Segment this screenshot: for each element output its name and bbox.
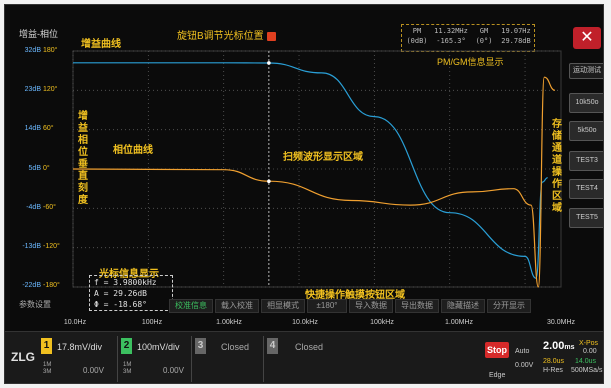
x-pos-label: X-Pos: [579, 340, 599, 347]
calib-info-button[interactable]: 校准信息: [169, 299, 213, 313]
y-tick-deg: -180°: [43, 282, 60, 290]
knob-b-icon: [266, 31, 276, 41]
y-tick-deg: 0°: [43, 164, 50, 172]
sample-rate: 500MSa/s: [571, 367, 603, 374]
y-tick-deg: 180°: [43, 47, 58, 54]
divider: [117, 336, 118, 382]
timebase-number: 2.00: [543, 340, 565, 352]
gm-unit: (0°): [475, 37, 493, 45]
mode-title: 增益-相位: [19, 29, 58, 39]
channel-3-badge[interactable]: 3: [195, 338, 206, 354]
acquire-mode: H-Res: [543, 367, 563, 374]
trigger-type: Edge: [489, 372, 506, 379]
channel-2-badge[interactable]: 2: [121, 338, 132, 354]
cursor-info-box: f = 3.9800kHz A = 29.26dB Φ = -18.68°: [89, 275, 173, 311]
load-calib-button[interactable]: 载入校准: [215, 299, 259, 313]
trigger-level: 0.00V: [515, 362, 534, 369]
storage-area-annotation: 存储通道操作区域: [552, 119, 562, 214]
y-tick-deg: 120°: [43, 86, 58, 94]
y-tick-deg: -120°: [43, 243, 60, 250]
stop-button[interactable]: Stop: [485, 342, 509, 358]
import-data-button[interactable]: 导入数据: [349, 299, 393, 313]
phase-curve-annotation: 相位曲线: [113, 145, 153, 156]
phase-mode-button[interactable]: 相显模式: [261, 299, 305, 313]
x-tick-label: 30.0MHz: [546, 319, 576, 326]
sample-interval-b: 14.0us: [575, 358, 597, 365]
gain-curve-line: [73, 62, 548, 279]
gm-frequency: 19.07Hz: [501, 27, 531, 35]
export-data-button[interactable]: 导出数据: [395, 299, 439, 313]
channel-2-scale[interactable]: 100mV/div: [137, 342, 180, 352]
sample-interval-a: 28.0us: [543, 358, 565, 365]
phase-curve-line: [72, 76, 556, 288]
trigger-mode-auto[interactable]: Auto: [515, 348, 530, 355]
pm-frequency: 11.32MHz: [434, 27, 468, 35]
cursor-frequency: f = 3.9800kHz: [94, 278, 157, 287]
zlg-logo: ZLG: [11, 350, 35, 364]
oscilloscope-screen: 增益-相位 旋钮B调节光标位置 PM (0dB) 11.32MHz -165.3…: [4, 4, 604, 384]
cursor-phase-marker: [267, 179, 271, 184]
hide-desc-button[interactable]: 隐藏描述: [441, 299, 485, 313]
channel-1-scale[interactable]: 17.8mV/div: [57, 342, 103, 352]
split-display-button[interactable]: 分开显示: [487, 299, 531, 313]
pm-phase: -165.3°: [436, 37, 466, 45]
pm-label: PM: [412, 27, 422, 35]
channel-1-impedance: 1M 3M: [43, 362, 52, 375]
x-tick-label: 10.0kHz: [292, 319, 318, 326]
cursor-info-annotation: 光标信息显示: [99, 269, 159, 280]
gain-curve-annotation: 增益曲线: [81, 39, 121, 50]
channel-4-badge[interactable]: 4: [267, 338, 278, 354]
phase-range-button[interactable]: ±180°: [307, 299, 347, 313]
y-tick-db: -22dB: [22, 282, 41, 290]
channel-3-status[interactable]: Closed: [221, 342, 250, 352]
y-tick-db: 23dB: [24, 86, 41, 94]
x-tick-label: 1.00MHz: [444, 319, 474, 326]
x-tick-label: 100Hz: [141, 319, 163, 326]
channel-1-badge[interactable]: 1: [41, 338, 52, 354]
cursor-hint: 旋钮B调节光标位置: [177, 27, 276, 42]
y-tick-db: 5dB: [28, 164, 41, 172]
y-tick-db: 14dB: [24, 125, 41, 133]
x-tick-label: 1.00kHz: [216, 319, 242, 326]
pm-unit: (0dB): [406, 37, 428, 45]
y-tick-db: -4dB: [26, 203, 41, 211]
close-button[interactable]: ✕: [573, 27, 601, 49]
timebase-unit: ms: [564, 344, 575, 351]
channel-status-bar: ZLG 1 17.8mV/div 0.00V 1M 3M 2 100mV/div …: [5, 331, 603, 383]
quick-ops-annotation: 快捷操作触摸按钮区域: [305, 290, 405, 301]
y-tick-db: 32dB: [24, 47, 41, 54]
side-button-test3[interactable]: TEST3: [569, 151, 603, 171]
cursor-amplitude: A = 29.26dB: [94, 289, 147, 298]
gm-label: GM: [479, 27, 489, 35]
y-tick-deg: -60°: [43, 203, 56, 211]
channel-2-impedance: 1M 3M: [123, 362, 132, 375]
bode-plot[interactable]: [5, 5, 604, 335]
channel-2-offset: 0.00V: [163, 366, 184, 375]
param-settings-button[interactable]: 参数设置: [19, 300, 51, 309]
side-button-5k50o[interactable]: 5k50o: [569, 121, 603, 141]
x-tick-label: 100kHz: [370, 319, 394, 326]
x-tick-label: 10.0Hz: [63, 319, 87, 326]
cursor-hint-text: 旋钮B调节光标位置: [177, 31, 264, 42]
cursor-gain-marker: [267, 61, 271, 65]
divider: [263, 336, 264, 382]
channel-4-status[interactable]: Closed: [295, 342, 324, 352]
side-button-test5[interactable]: TEST5: [569, 208, 603, 228]
divider: [191, 336, 192, 382]
vertical-scale-annotation: 增益相位垂直刻度: [78, 111, 88, 206]
side-button-test4[interactable]: TEST4: [569, 179, 603, 199]
pm-gm-caption: PM/GM信息显示: [437, 57, 504, 67]
y-tick-deg: 60°: [43, 125, 54, 133]
x-pos-value: 0.00: [583, 348, 597, 355]
gm-gain: 29.78dB: [501, 37, 531, 45]
side-button-10k50o[interactable]: 10k50o: [569, 93, 603, 113]
sweep-area-annotation: 扫频波形显示区域: [283, 152, 363, 163]
side-button-measure[interactable]: 运动测试: [569, 63, 603, 79]
y-tick-db: -13dB: [22, 243, 41, 250]
cursor-phase: Φ = -18.68°: [94, 300, 147, 309]
channel-1-offset: 0.00V: [83, 366, 104, 375]
timebase-value[interactable]: 2.00ms: [543, 340, 575, 352]
